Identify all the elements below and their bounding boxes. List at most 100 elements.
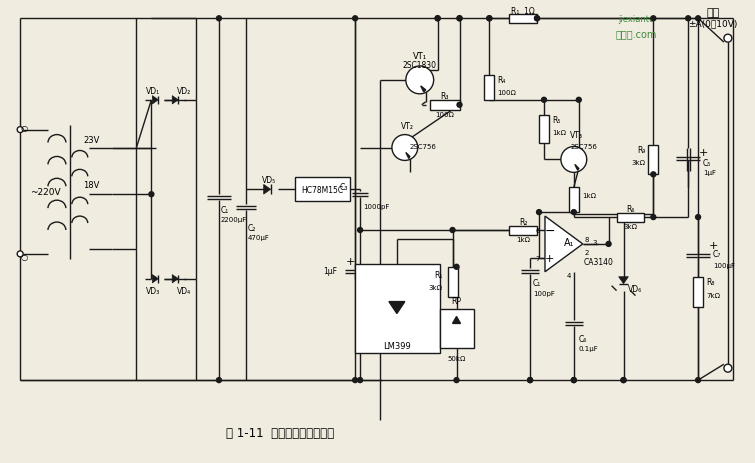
Text: R₅: R₅ (552, 116, 560, 125)
Text: R₉: R₉ (637, 146, 646, 155)
Circle shape (572, 378, 576, 383)
Circle shape (651, 17, 656, 22)
Circle shape (561, 147, 587, 173)
Text: 1kΩ: 1kΩ (516, 237, 530, 243)
Polygon shape (153, 96, 159, 105)
Text: C₆: C₆ (579, 334, 587, 343)
Text: 2200μF: 2200μF (221, 217, 247, 223)
Circle shape (541, 98, 547, 103)
Bar (617, 213, 645, 223)
Text: C₃: C₃ (340, 182, 348, 191)
Text: 6: 6 (535, 227, 540, 233)
Circle shape (572, 210, 576, 215)
Polygon shape (172, 96, 178, 105)
Text: 2SC756: 2SC756 (570, 143, 597, 149)
Circle shape (528, 378, 532, 383)
Circle shape (435, 17, 440, 22)
Text: VD₅: VD₅ (261, 175, 276, 184)
Text: 1000pF: 1000pF (363, 204, 390, 210)
Bar (509, 15, 537, 24)
Circle shape (17, 251, 23, 257)
Text: 100Ω: 100Ω (498, 90, 516, 96)
Circle shape (457, 103, 462, 108)
Text: VT₁: VT₁ (413, 51, 427, 61)
Text: ○: ○ (20, 124, 28, 133)
Circle shape (651, 173, 656, 177)
Text: VD₆: VD₆ (628, 285, 643, 294)
Text: R₂: R₂ (519, 217, 528, 226)
Circle shape (651, 215, 656, 220)
Text: jiexiantu: jiexiantu (618, 15, 655, 24)
Polygon shape (545, 217, 583, 272)
Text: ±A(0～10V): ±A(0～10V) (689, 20, 738, 29)
Text: R₃: R₃ (440, 92, 448, 101)
Circle shape (576, 98, 581, 103)
Text: 1μF: 1μF (323, 267, 337, 275)
Bar (448, 267, 458, 297)
Text: 输出: 输出 (707, 8, 720, 18)
Text: HC78M15C: HC78M15C (301, 185, 344, 194)
Text: LM399: LM399 (383, 341, 411, 350)
Bar (439, 309, 474, 349)
Text: 3kΩ: 3kΩ (624, 224, 637, 230)
Bar (693, 277, 703, 307)
Circle shape (353, 17, 358, 22)
Circle shape (606, 242, 611, 247)
Text: +: + (545, 253, 555, 263)
Circle shape (454, 265, 459, 269)
Circle shape (17, 127, 23, 133)
Text: ~220V: ~220V (30, 188, 60, 196)
Circle shape (450, 228, 455, 233)
Circle shape (392, 135, 418, 161)
Polygon shape (421, 87, 426, 93)
Text: VD₂: VD₂ (177, 87, 191, 96)
Circle shape (353, 378, 358, 383)
Text: RP: RP (451, 296, 461, 306)
Polygon shape (575, 165, 579, 171)
Circle shape (724, 35, 732, 43)
Circle shape (149, 192, 154, 197)
Bar (569, 188, 579, 213)
Text: R₁  1Ω: R₁ 1Ω (511, 7, 535, 16)
Bar (355, 264, 439, 353)
Bar (539, 115, 549, 143)
Text: C₁: C₁ (221, 205, 230, 214)
Text: VT₃: VT₃ (570, 131, 584, 140)
Text: ○: ○ (20, 253, 28, 262)
Text: CA3140: CA3140 (584, 258, 614, 267)
Bar (430, 100, 460, 111)
Text: 7: 7 (535, 255, 540, 261)
Text: 3kΩ: 3kΩ (631, 160, 646, 166)
Circle shape (695, 215, 701, 220)
Text: 3: 3 (593, 239, 597, 245)
Text: 23V: 23V (83, 136, 100, 145)
Text: 8: 8 (585, 237, 589, 243)
Text: R₁: R₁ (434, 271, 442, 280)
Text: R₄: R₄ (498, 76, 506, 85)
Text: 1kΩ: 1kΩ (582, 193, 596, 199)
Polygon shape (618, 277, 628, 284)
Polygon shape (153, 275, 159, 283)
Circle shape (406, 67, 433, 94)
Text: 4: 4 (567, 272, 571, 278)
Text: VD₄: VD₄ (177, 287, 191, 295)
Circle shape (457, 17, 462, 22)
Text: VD₃: VD₃ (146, 287, 161, 295)
Circle shape (724, 364, 732, 372)
Text: 1kΩ: 1kΩ (552, 129, 566, 135)
Circle shape (695, 17, 701, 22)
Circle shape (217, 17, 221, 22)
Circle shape (537, 210, 541, 215)
Bar (509, 226, 537, 236)
Circle shape (457, 17, 462, 22)
Text: VT₂: VT₂ (402, 122, 414, 131)
Text: 图 1-11  高精度稳压电源电路: 图 1-11 高精度稳压电源电路 (226, 426, 334, 439)
Text: +: + (698, 148, 707, 158)
Circle shape (454, 378, 459, 383)
Text: C₇: C₇ (713, 250, 721, 259)
Circle shape (686, 17, 691, 22)
Text: 470μF: 470μF (248, 234, 270, 240)
Circle shape (435, 17, 440, 22)
Polygon shape (172, 275, 178, 283)
Text: R₆: R₆ (626, 204, 635, 213)
